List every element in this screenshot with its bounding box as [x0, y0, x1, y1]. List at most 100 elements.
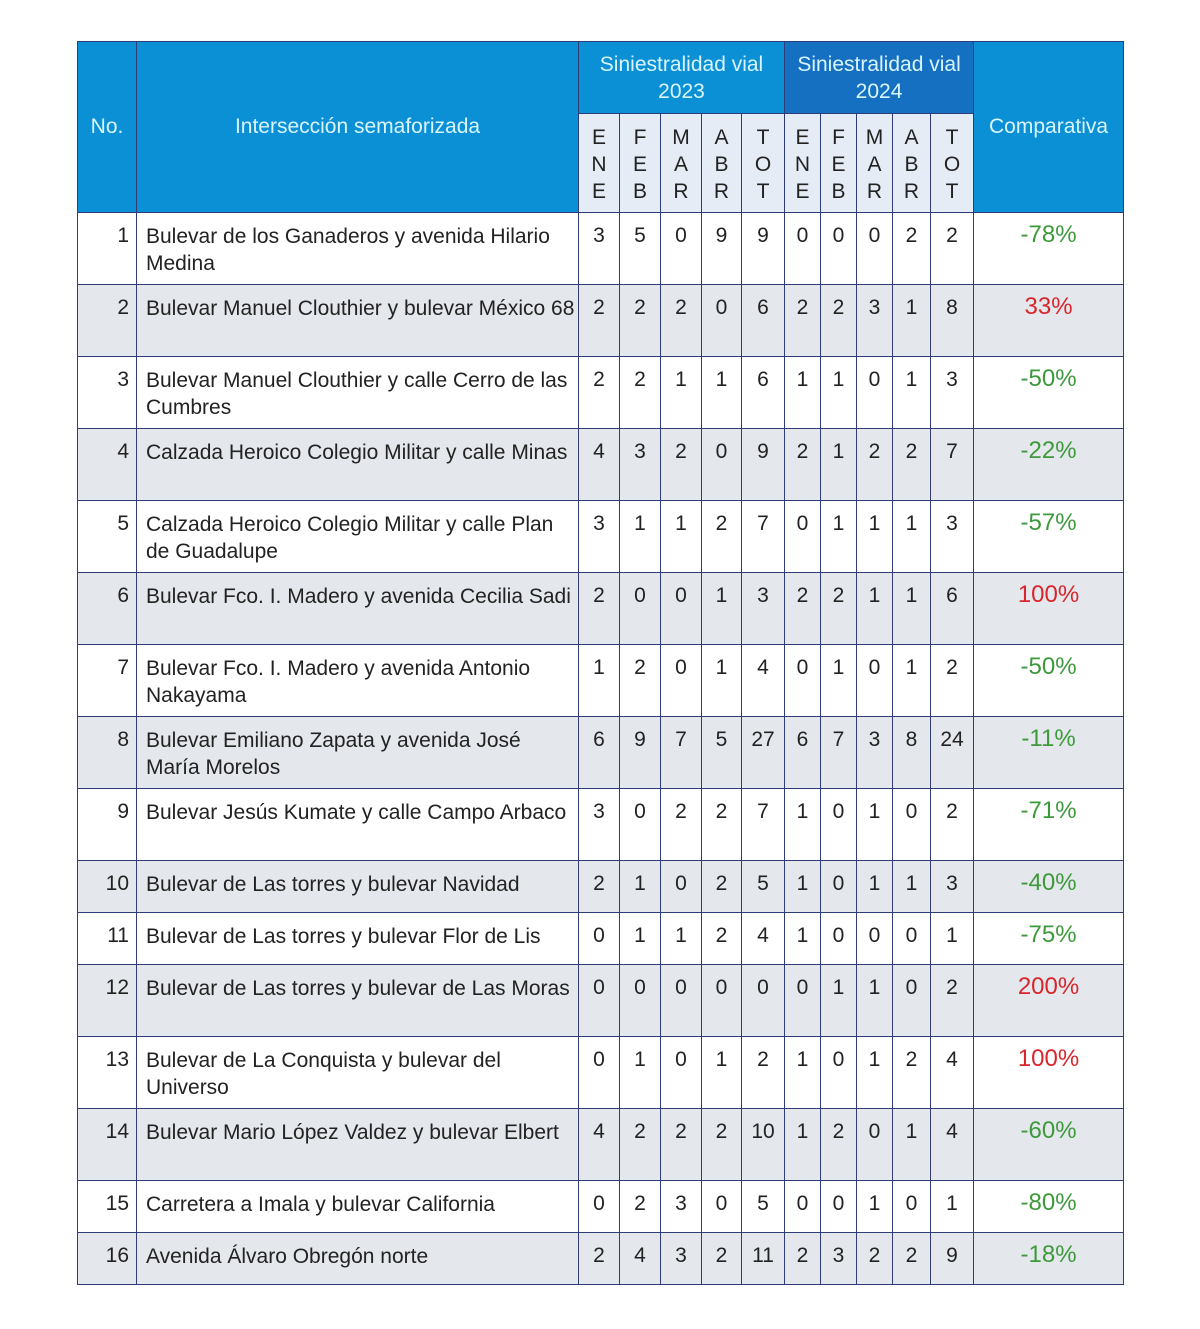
- value-2024: 0: [820, 912, 858, 965]
- comparison-value: -40%: [973, 860, 1125, 913]
- value-2023: 0: [578, 912, 620, 965]
- comparison-value: 200%: [973, 964, 1125, 1037]
- intersection-name: Bulevar Emiliano Zapata y avenida José M…: [136, 716, 579, 789]
- value-2023: 3: [740, 572, 786, 645]
- value-2023: 0: [578, 1036, 620, 1109]
- value-2023: 3: [578, 500, 620, 573]
- table-row: 10 Bulevar de Las torres y bulevar Navida…: [77, 860, 1125, 913]
- value-2024: 2: [892, 428, 932, 501]
- value-2023: 4: [578, 1108, 620, 1181]
- month-label: MAR: [865, 126, 884, 203]
- value-2023: 5: [619, 212, 661, 285]
- value-2023: 2: [701, 1232, 742, 1285]
- value-2024: 1: [820, 964, 858, 1037]
- value-2024: 1: [784, 788, 822, 861]
- value-2024: 4: [930, 1108, 975, 1181]
- value-2024: 6: [930, 572, 975, 645]
- table-row: 3 Bulevar Manuel Clouthier y calle Cerro …: [77, 356, 1125, 429]
- value-2023: 2: [578, 1232, 620, 1285]
- table-row: 8 Bulevar Emiliano Zapata y avenida José …: [77, 716, 1125, 789]
- row-number: 13: [77, 1036, 137, 1109]
- value-2023: 4: [740, 912, 786, 965]
- table-row: 7 Bulevar Fco. I. Madero y avenida Antoni…: [77, 644, 1125, 717]
- table-row: 4 Calzada Heroico Colegio Militar y calle…: [77, 428, 1125, 501]
- month-header-2024-ene: ENE: [784, 113, 822, 213]
- month-header-2024-tot: TOT: [930, 113, 975, 213]
- header-comparison: Comparativa: [973, 41, 1125, 213]
- comparison-value: -78%: [973, 212, 1125, 285]
- value-2023: 6: [740, 284, 786, 357]
- row-number: 11: [77, 912, 137, 965]
- value-2024: 0: [784, 212, 822, 285]
- value-2023: 0: [619, 572, 661, 645]
- value-2024: 0: [784, 644, 822, 717]
- table-row: 13 Bulevar de La Conquista y bulevar del …: [77, 1036, 1125, 1109]
- header-2023: Siniestralidad vial 2023: [577, 41, 786, 114]
- value-2023: 0: [740, 964, 786, 1037]
- value-2023: 2: [619, 284, 661, 357]
- value-2024: 1: [892, 1108, 932, 1181]
- intersection-name: Bulevar Manuel Clouthier y calle Cerro d…: [136, 356, 579, 429]
- value-2024: 1: [820, 500, 858, 573]
- value-2024: 2: [930, 788, 975, 861]
- month-header-2023-tot: TOT: [740, 113, 786, 213]
- row-number: 9: [77, 788, 137, 861]
- value-2024: 0: [856, 644, 894, 717]
- value-2024: 9: [930, 1232, 975, 1285]
- value-2024: 2: [892, 1036, 932, 1109]
- intersection-name: Bulevar Jesús Kumate y calle Campo Arbac…: [136, 788, 579, 861]
- month-header-2024-feb: FEB: [820, 113, 858, 213]
- table-row: 9 Bulevar Jesús Kumate y calle Campo Arba…: [77, 788, 1125, 861]
- month-label: ENE: [794, 126, 811, 203]
- value-2023: 0: [660, 212, 702, 285]
- value-2023: 2: [701, 860, 742, 913]
- value-2024: 1: [784, 912, 822, 965]
- comparison-value: -50%: [973, 644, 1125, 717]
- value-2023: 0: [619, 964, 661, 1037]
- value-2024: 1: [820, 428, 858, 501]
- value-2023: 3: [660, 1232, 702, 1285]
- value-2023: 9: [619, 716, 661, 789]
- intersection-name: Bulevar de Las torres y bulevar Flor de …: [136, 912, 579, 965]
- value-2023: 0: [619, 788, 661, 861]
- value-2024: 1: [892, 356, 932, 429]
- value-2023: 2: [660, 428, 702, 501]
- value-2024: 0: [820, 1036, 858, 1109]
- month-label: FEB: [632, 126, 647, 203]
- intersection-name: Bulevar de La Conquista y bulevar del Un…: [136, 1036, 579, 1109]
- value-2023: 5: [740, 860, 786, 913]
- row-number: 6: [77, 572, 137, 645]
- value-2024: 1: [856, 500, 894, 573]
- table-row: 12 Bulevar de Las torres y bulevar de Las…: [77, 964, 1125, 1037]
- value-2023: 2: [619, 356, 661, 429]
- comparison-value: 100%: [973, 572, 1125, 645]
- value-2023: 2: [578, 284, 620, 357]
- accident-comparison-table: No. Intersección semaforizada Siniestral…: [77, 41, 1125, 1285]
- comparison-value: -11%: [973, 716, 1125, 789]
- comparison-value: 33%: [973, 284, 1125, 357]
- value-2024: 1: [784, 1036, 822, 1109]
- table-row: 2 Bulevar Manuel Clouthier y bulevar Méxi…: [77, 284, 1125, 357]
- value-2023: 7: [740, 500, 786, 573]
- value-2024: 1: [784, 860, 822, 913]
- month-label: FEB: [831, 126, 846, 203]
- value-2023: 9: [701, 212, 742, 285]
- value-2024: 2: [784, 428, 822, 501]
- value-2024: 0: [784, 500, 822, 573]
- value-2024: 3: [856, 716, 894, 789]
- comparison-value: -71%: [973, 788, 1125, 861]
- value-2024: 2: [930, 644, 975, 717]
- value-2024: 0: [856, 356, 894, 429]
- value-2024: 1: [784, 1108, 822, 1181]
- value-2024: 0: [784, 964, 822, 1037]
- header-2024: Siniestralidad vial 2024: [784, 41, 975, 114]
- value-2024: 1: [856, 1036, 894, 1109]
- value-2023: 0: [660, 860, 702, 913]
- value-2023: 2: [701, 788, 742, 861]
- value-2023: 1: [701, 356, 742, 429]
- value-2023: 2: [701, 1108, 742, 1181]
- intersection-name: Bulevar Mario López Valdez y bulevar Elb…: [136, 1108, 579, 1181]
- value-2024: 3: [856, 284, 894, 357]
- value-2024: 1: [784, 356, 822, 429]
- value-2024: 2: [784, 572, 822, 645]
